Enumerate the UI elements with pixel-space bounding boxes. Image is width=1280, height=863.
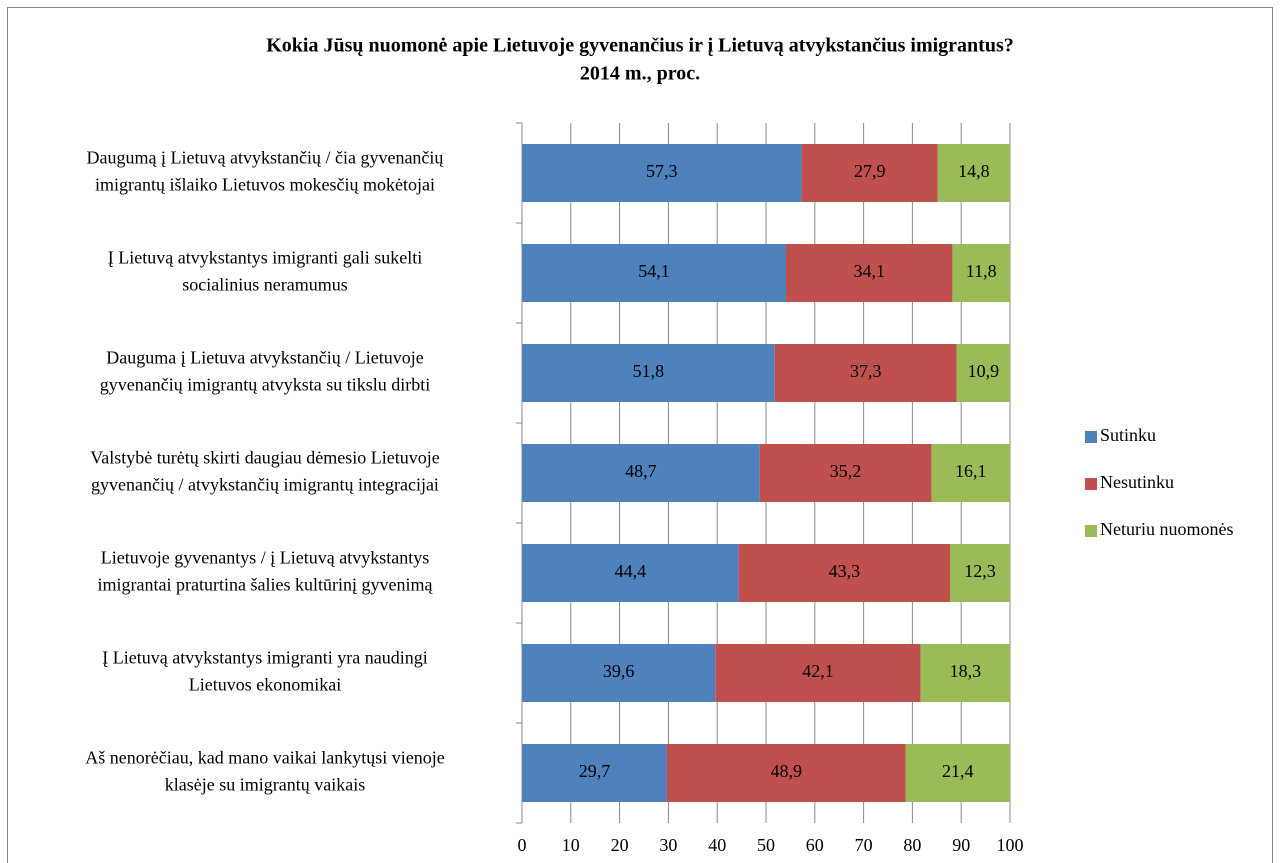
bar-segment: [522, 744, 667, 802]
value-label: 29,7: [579, 761, 611, 781]
bar-segment: [949, 544, 1010, 602]
bar-segment: [715, 644, 921, 702]
value-label: 34,1: [853, 261, 885, 281]
bar-segment: [956, 344, 1010, 402]
bar-segment: [952, 244, 1010, 302]
x-tick-label: 30: [659, 835, 677, 855]
value-label: 18,3: [950, 661, 982, 681]
value-label: 51,8: [633, 361, 665, 381]
y-tick-label: gyvenančių imigrantų atvyksta su tikslu …: [100, 375, 430, 395]
legend-label: Sutinku: [1100, 425, 1156, 445]
value-label: 48,7: [625, 461, 657, 481]
bar-segment: [522, 644, 716, 702]
bar-segment: [931, 444, 1010, 502]
value-label: 21,4: [942, 761, 974, 781]
bar-segment: [522, 244, 787, 302]
bar-segment: [522, 344, 775, 402]
x-tick-label: 20: [611, 835, 629, 855]
x-tick-label: 70: [855, 835, 873, 855]
y-tick-label: imigrantų išlaiko Lietuvos mokesčių mokė…: [95, 175, 435, 195]
y-tick-label: Aš nenorėčiau, kad mano vaikai lankytųsi…: [85, 748, 444, 768]
bar-segment: [759, 444, 932, 502]
y-tick-label: gyvenančių / atvykstančių imigrantų inte…: [91, 475, 439, 495]
x-tick-label: 40: [708, 835, 726, 855]
value-label: 10,9: [968, 361, 1000, 381]
value-label: 12,3: [964, 561, 996, 581]
x-tick-label: 100: [997, 835, 1024, 855]
bar-segment: [666, 744, 906, 802]
bar-segment: [786, 244, 953, 302]
value-label: 35,2: [830, 461, 862, 481]
x-tick-label: 90: [952, 835, 970, 855]
bar-segment: [522, 544, 739, 602]
x-tick-label: 50: [757, 835, 775, 855]
value-label: 27,9: [854, 161, 886, 181]
y-tick-label: klasėje su imigrantų vaikais: [165, 775, 365, 795]
value-label: 57,3: [646, 161, 678, 181]
value-label: 43,3: [829, 561, 861, 581]
value-label: 16,1: [955, 461, 987, 481]
bar-segment: [522, 144, 802, 202]
bar-segment: [774, 344, 957, 402]
bar-segment: [937, 144, 1010, 202]
y-tick-label: Daugumą į Lietuvą atvykstančių / čia gyv…: [87, 148, 445, 168]
x-tick-label: 10: [562, 835, 580, 855]
legend-swatch: [1085, 431, 1097, 443]
chart-title: Kokia Jūsų nuomonė apie Lietuvoje gyvena…: [266, 35, 1014, 57]
bar-segment: [801, 144, 938, 202]
legend-swatch: [1085, 478, 1097, 490]
value-label: 11,8: [966, 261, 997, 281]
y-tick-label: imigrantai praturtina šalies kultūrinį g…: [98, 575, 434, 595]
chart-border: [7, 7, 1273, 863]
x-tick-label: 60: [806, 835, 824, 855]
y-tick-label: Dauguma į Lietuva atvykstančių / Lietuvo…: [106, 348, 423, 368]
value-label: 54,1: [638, 261, 670, 281]
y-tick-label: Lietuvos ekonomikai: [189, 675, 341, 695]
bar-segment: [920, 644, 1010, 702]
bar-segment: [738, 544, 950, 602]
value-label: 14,8: [958, 161, 990, 181]
y-tick-label: Valstybė turėtų skirti daugiau dėmesio L…: [90, 448, 439, 468]
value-label: 44,4: [615, 561, 647, 581]
value-label: 42,1: [802, 661, 834, 681]
legend-label: Neturiu nuomonės: [1100, 519, 1233, 539]
bar-segment: [905, 744, 1010, 802]
x-tick-label: 0: [518, 835, 527, 855]
legend-swatch: [1085, 525, 1097, 537]
value-label: 48,9: [771, 761, 803, 781]
value-label: 37,3: [850, 361, 882, 381]
y-tick-label: Į Lietuvą atvykstantys imigranti gali su…: [108, 248, 422, 268]
y-tick-label: socialinius neramumus: [182, 275, 347, 295]
chart-title: 2014 m., proc.: [580, 63, 700, 85]
y-tick-label: Į Lietuvą atvykstantys imigranti yra nau…: [102, 648, 427, 668]
bar-segment: [522, 444, 760, 502]
y-tick-label: Lietuvoje gyvenantys / į Lietuvą atvykst…: [101, 548, 429, 568]
value-label: 39,6: [603, 661, 635, 681]
x-tick-label: 80: [903, 835, 921, 855]
legend-label: Nesutinku: [1100, 472, 1174, 492]
